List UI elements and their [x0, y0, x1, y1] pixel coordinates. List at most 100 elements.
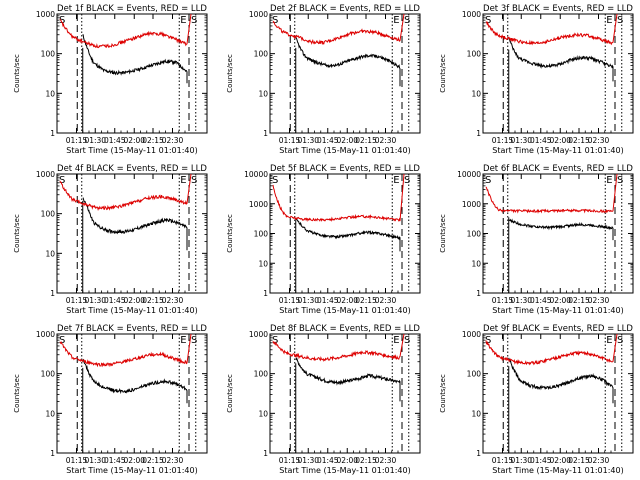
time-marker-label: E — [393, 175, 399, 186]
y-tick-label: 10000 — [244, 170, 268, 179]
y-tick-label: 100 — [467, 230, 482, 239]
x-tick-label: 02:30 — [375, 296, 397, 305]
time-marker-label: S — [59, 15, 65, 26]
y-axis-label: Counts/sec — [13, 54, 21, 93]
x-tick-label: 01:30 — [297, 136, 319, 145]
time-marker-label: S — [617, 335, 623, 346]
y-axis-label: Counts/sec — [439, 374, 447, 413]
panel-title: Det 1f BLACK = Events, RED = LLD — [57, 4, 207, 14]
time-marker-label: E — [180, 335, 186, 346]
panel-det-5f: Det 5f BLACK = Events, RED = LLD Counts/s… — [226, 164, 421, 315]
y-axis-label: Counts/sec — [439, 214, 447, 253]
y-tick-label: 1000 — [36, 170, 55, 179]
y-tick-label: 1000 — [249, 330, 268, 339]
y-tick-label: 10 — [258, 409, 268, 418]
y-tick-label: 100 — [254, 370, 269, 379]
time-marker-label: E — [393, 335, 399, 346]
panel-det-9f: Det 9f BLACK = Events, RED = LLD Counts/s… — [439, 324, 634, 475]
x-tick-label: 01:30 — [510, 136, 532, 145]
plot-frame — [482, 333, 634, 454]
lld-series-line — [59, 333, 192, 368]
y-tick-label: 100 — [467, 370, 482, 379]
x-tick-label: 02:15 — [142, 456, 164, 465]
lld-series-line — [272, 173, 405, 223]
panel-det-7f: Det 7f BLACK = Events, RED = LLD Counts/s… — [13, 324, 208, 475]
x-tick-label: 02:15 — [142, 136, 164, 145]
y-tick-label: 1 — [263, 129, 268, 138]
y-tick-label: 1 — [263, 449, 268, 458]
time-marker-label: S — [485, 15, 491, 26]
x-tick-label: 01:45 — [104, 136, 126, 145]
panel-det-8f: Det 8f BLACK = Events, RED = LLD Counts/s… — [226, 324, 421, 475]
y-tick-label: 10 — [45, 409, 55, 418]
y-tick-label: 1000 — [249, 10, 268, 19]
plot-frame — [269, 13, 421, 134]
time-marker-label: E — [606, 335, 612, 346]
y-tick-label: 1 — [476, 129, 481, 138]
x-tick-label: 01:15 — [492, 296, 514, 305]
y-tick-label: 10 — [471, 259, 481, 268]
y-tick-label: 1000 — [36, 330, 55, 339]
time-marker-label: E — [180, 175, 186, 186]
time-marker-label: S — [485, 335, 491, 346]
time-marker-label: S — [272, 15, 278, 26]
x-tick-label: 02:30 — [588, 296, 610, 305]
panel-title: Det 5f BLACK = Events, RED = LLD — [270, 164, 420, 174]
y-tick-label: 1 — [50, 289, 55, 298]
y-axis-label: Counts/sec — [13, 374, 21, 413]
time-marker-label: S — [191, 15, 197, 26]
x-tick-label: 01:15 — [492, 136, 514, 145]
y-tick-label: 1 — [50, 129, 55, 138]
y-tick-label: 1000 — [36, 10, 55, 19]
plot-frame — [269, 333, 421, 454]
x-tick-label: 02:00 — [549, 456, 571, 465]
x-tick-label: 01:45 — [317, 456, 339, 465]
plot-frame — [56, 13, 208, 134]
x-axis-label: Start Time (15-May-11 01:01:40) — [66, 146, 197, 155]
time-marker-label: E — [180, 15, 186, 26]
y-tick-label: 10 — [471, 409, 481, 418]
y-axis-label: Counts/sec — [13, 214, 21, 253]
panel-det-6f: Det 6f BLACK = Events, RED = LLD Counts/s… — [439, 164, 634, 315]
y-tick-label: 100 — [467, 50, 482, 59]
y-axis-label: Counts/sec — [439, 54, 447, 93]
x-tick-label: 02:00 — [123, 136, 145, 145]
x-tick-label: 01:15 — [66, 296, 88, 305]
x-tick-label: 02:15 — [355, 456, 377, 465]
plot-frame — [482, 13, 634, 134]
x-tick-label: 02:30 — [162, 136, 184, 145]
y-tick-label: 1 — [50, 449, 55, 458]
x-tick-label: 02:00 — [336, 296, 358, 305]
x-axis-label: Start Time (15-May-11 01:01:40) — [492, 306, 623, 315]
x-tick-label: 01:45 — [530, 296, 552, 305]
panel-title: Det 6f BLACK = Events, RED = LLD — [483, 164, 633, 174]
y-tick-label: 10 — [258, 259, 268, 268]
time-marker-label: S — [59, 175, 65, 186]
y-axis-label: Counts/sec — [226, 214, 234, 253]
x-tick-label: 01:45 — [104, 296, 126, 305]
x-tick-label: 02:30 — [162, 296, 184, 305]
events-series-line — [295, 357, 401, 402]
time-marker-label: S — [404, 335, 410, 346]
x-axis-label: Start Time (15-May-11 01:01:40) — [279, 466, 410, 475]
time-marker-label: S — [617, 15, 623, 26]
y-tick-label: 1 — [476, 449, 481, 458]
y-tick-label: 1000 — [462, 10, 481, 19]
x-tick-label: 01:45 — [530, 456, 552, 465]
y-tick-label: 10 — [258, 89, 268, 98]
x-axis-label: Start Time (15-May-11 01:01:40) — [66, 466, 197, 475]
x-tick-label: 01:15 — [279, 136, 301, 145]
plot-frame — [482, 173, 634, 294]
panel-det-2f: Det 2f BLACK = Events, RED = LLD Counts/s… — [226, 4, 421, 155]
x-axis-label: Start Time (15-May-11 01:01:40) — [279, 306, 410, 315]
x-axis-label: Start Time (15-May-11 01:01:40) — [279, 146, 410, 155]
y-axis-label: Counts/sec — [226, 374, 234, 413]
lld-series-line — [272, 333, 405, 362]
x-axis-label: Start Time (15-May-11 01:01:40) — [66, 306, 197, 315]
events-series-line — [295, 36, 401, 87]
panel-title: Det 3f BLACK = Events, RED = LLD — [483, 4, 633, 14]
lld-series-line — [485, 13, 618, 46]
x-tick-label: 01:30 — [510, 456, 532, 465]
y-tick-label: 1 — [263, 289, 268, 298]
